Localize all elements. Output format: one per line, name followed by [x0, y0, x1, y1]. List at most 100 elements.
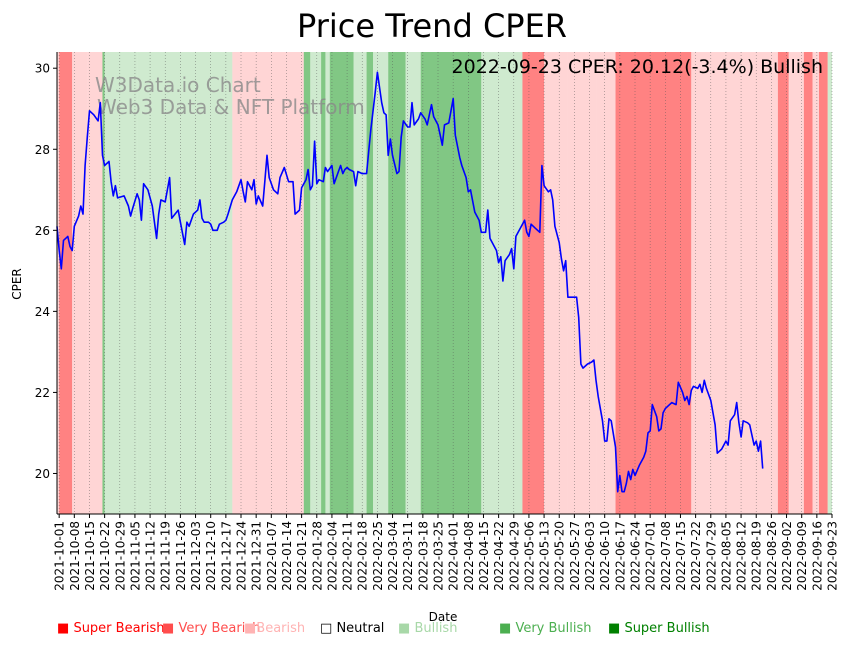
x-tick-label: 2021-11-19 — [159, 521, 173, 591]
y-tick-label: 20 — [35, 467, 50, 481]
legend-swatch-icon: ■ — [499, 621, 512, 636]
legend-swatch-icon: ■ — [244, 621, 257, 636]
sentiment-band — [812, 52, 820, 514]
x-tick-label: 2022-02-18 — [356, 521, 370, 591]
x-tick-label: 2022-01-07 — [265, 521, 279, 591]
sentiment-band — [87, 52, 103, 514]
x-tick-label: 2022-04-08 — [462, 521, 476, 591]
x-tick-label: 2022-09-23 — [826, 521, 840, 591]
legend-item-bearish: ■Bearish — [244, 621, 305, 636]
legend-item-super-bullish: ■ Super Bullish — [608, 621, 710, 636]
sentiment-band — [803, 52, 813, 514]
sentiment-band — [522, 52, 545, 514]
x-tick-label: 2022-04-29 — [507, 521, 521, 591]
x-tick-label: 2022-05-06 — [522, 521, 536, 591]
x-tick-label: 2022-08-05 — [719, 521, 733, 591]
sentiment-band — [353, 52, 367, 514]
x-tick-label: 2022-03-04 — [386, 521, 400, 591]
sentiment-band — [57, 52, 60, 514]
legend-item-very-bearish: ■ Very Bearish — [162, 621, 260, 636]
y-tick-label: 22 — [35, 386, 50, 400]
legend-item-super-bearish: ■ Super Bearish — [57, 621, 165, 636]
price-annotation: 2022-09-23 CPER: 20.12(-3.4%) Bullish — [452, 56, 823, 78]
x-tick-label: 2022-03-25 — [432, 521, 446, 591]
legend-label: Bullish — [414, 621, 458, 636]
legend-item-neutral: □ Neutral — [320, 621, 384, 636]
x-tick-label: 2022-03-11 — [401, 521, 415, 591]
legend-label: Super Bullish — [624, 621, 710, 636]
sentiment-band — [310, 52, 322, 514]
legend-label: Bearish — [256, 621, 306, 636]
x-tick-label: 2022-04-01 — [447, 521, 461, 591]
y-tick-label: 26 — [35, 224, 50, 238]
y-ticks: 20 22 24 26 28 30 — [35, 62, 57, 481]
watermark-line-1: W3Data.io Chart — [95, 73, 261, 97]
x-tick-label: 2022-08-19 — [750, 521, 764, 591]
legend-swatch-icon: ■ — [398, 621, 411, 636]
sentiment-band — [247, 52, 304, 514]
sentiment-band — [405, 52, 421, 514]
sentiment-band — [596, 52, 616, 514]
y-tick-label: 28 — [35, 143, 50, 157]
x-tick-label: 2022-01-21 — [295, 521, 309, 591]
x-tick-label: 2022-02-11 — [341, 521, 355, 591]
x-tick-label: 2022-07-01 — [644, 521, 658, 591]
sentiment-band — [481, 52, 523, 514]
x-tick-label: 2022-04-15 — [477, 521, 491, 591]
legend-label: Super Bearish — [73, 621, 165, 636]
x-tick-label: 2021-12-31 — [250, 521, 264, 591]
x-axis-label: Date — [429, 610, 458, 624]
x-tick-label: 2022-07-15 — [674, 521, 688, 591]
x-tick-label: 2022-01-14 — [280, 521, 294, 591]
sentiment-band — [59, 52, 73, 514]
x-tick-label: 2022-06-10 — [598, 521, 612, 591]
sentiment-band — [329, 52, 354, 514]
x-tick-label: 2021-12-17 — [219, 521, 233, 591]
sentiment-band — [366, 52, 374, 514]
y-tick-label: 24 — [35, 305, 50, 319]
x-tick-label: 2021-12-03 — [189, 521, 203, 591]
sentiment-band — [615, 52, 692, 514]
sentiment-band — [788, 52, 804, 514]
x-tick-label: 2022-09-09 — [795, 521, 809, 591]
x-tick-label: 2022-06-17 — [613, 521, 627, 591]
legend-label: Neutral — [336, 621, 385, 636]
sentiment-band — [819, 52, 828, 514]
x-tick-label: 2021-11-26 — [174, 521, 188, 591]
legend-swatch-icon: ■ — [608, 621, 621, 636]
sentiment-band — [303, 52, 311, 514]
series-line-cper — [56, 71, 764, 493]
legend-swatch-icon: ■ — [57, 621, 70, 636]
sentiment-band — [373, 52, 389, 514]
x-tick-label: 2022-02-25 — [371, 521, 385, 591]
sentiment-band — [544, 52, 568, 514]
x-tick-label: 2022-02-04 — [325, 521, 339, 591]
x-tick-label: 2021-10-29 — [113, 521, 127, 591]
x-ticks: 2021-10-01 2021-10-08 2021-10-15 2021-10-22… — [53, 514, 840, 591]
x-tick-label: 2022-01-28 — [310, 521, 324, 591]
chart-title: Price Trend CPER — [297, 7, 567, 45]
watermark-line-2: Web3 Data & NFT Platform — [97, 95, 365, 119]
x-tick-label: 2021-12-10 — [204, 521, 218, 591]
sentiment-band — [691, 52, 778, 514]
sentiment-background — [57, 52, 832, 514]
sentiment-band — [777, 52, 789, 514]
sentiment-band — [388, 52, 406, 514]
sentiment-band — [325, 52, 330, 514]
sentiment-band — [232, 52, 248, 514]
sentiment-legend: ■ Super Bearish ■ Very Bearish ■Bearish … — [0, 621, 848, 641]
x-tick-label: 2022-05-13 — [538, 521, 552, 591]
y-tick-label: 30 — [35, 62, 50, 76]
x-tick-label: 2022-08-26 — [765, 521, 779, 591]
x-tick-label: 2022-09-16 — [810, 521, 824, 591]
sentiment-band — [420, 52, 482, 514]
sentiment-band — [72, 52, 88, 514]
x-tick-label: 2022-04-22 — [492, 521, 506, 591]
legend-swatch-icon: □ — [320, 621, 333, 636]
price-series — [56, 71, 764, 493]
legend-swatch-icon: ■ — [162, 621, 175, 636]
legend-item-very-bullish: ■ Very Bullish — [499, 621, 592, 636]
sentiment-band — [137, 52, 233, 514]
x-tick-label: 2022-09-02 — [780, 521, 794, 591]
